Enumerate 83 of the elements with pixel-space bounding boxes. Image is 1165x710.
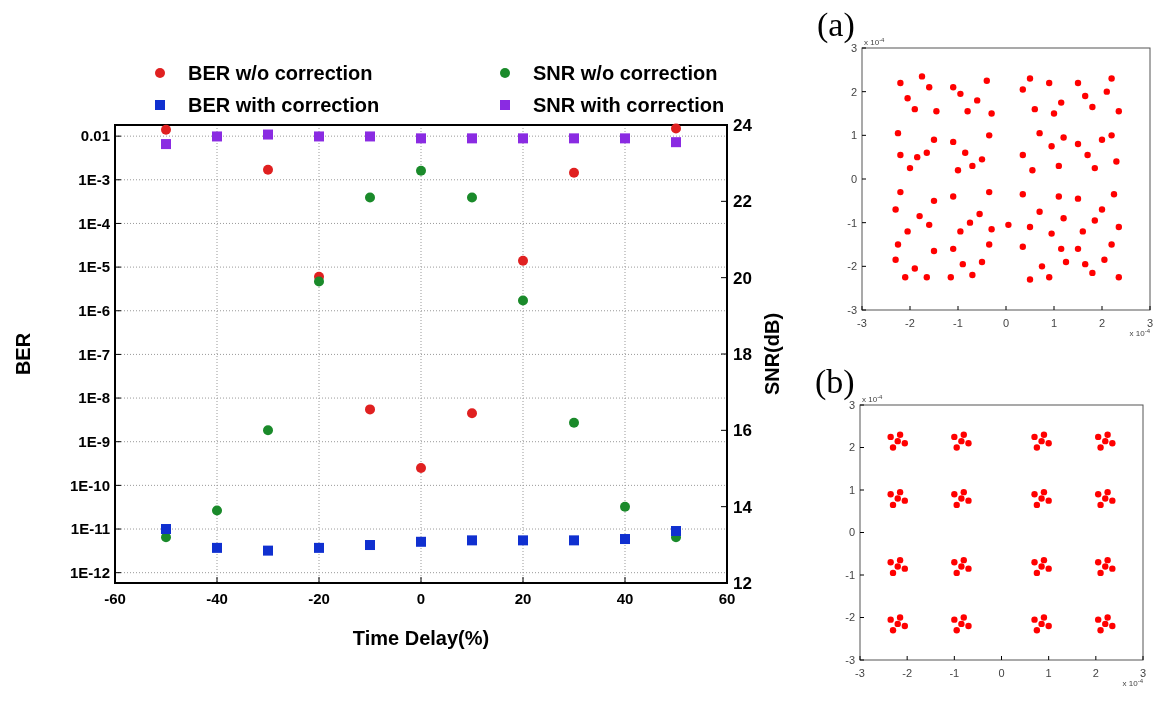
y-tick-label: 1E-7 bbox=[78, 345, 110, 363]
x-tick-label: 3 bbox=[1146, 317, 1154, 329]
y-tick-label: 1E-5 bbox=[78, 258, 110, 276]
x-tick-label: 1 bbox=[1050, 317, 1058, 329]
text: x 10$^{-4}$ bbox=[862, 394, 884, 404]
x-tick-label: 0 bbox=[1002, 317, 1010, 329]
x-tick-label: -60 bbox=[104, 590, 126, 607]
y-tick-label: 3 bbox=[850, 41, 857, 54]
x-tick-label: 2 bbox=[1098, 317, 1106, 329]
y-tick-label: -1 bbox=[845, 568, 855, 581]
point bbox=[161, 124, 171, 135]
y-tick-label: 2 bbox=[850, 85, 857, 98]
x-tick-label: 1 bbox=[1045, 667, 1052, 679]
y-tick-label: 1E-3 bbox=[78, 171, 110, 189]
x-tick-label: -2 bbox=[905, 317, 915, 329]
x-tick-label: -1 bbox=[953, 317, 963, 329]
y-tick-label: -1 bbox=[847, 216, 857, 229]
y-tick-label: 1E-11 bbox=[70, 520, 110, 538]
x-tick-label: 2 bbox=[1092, 667, 1099, 679]
point bbox=[161, 524, 171, 535]
point bbox=[263, 164, 273, 175]
x-tick-label: 3 bbox=[1139, 667, 1147, 679]
y2-tick-label: 20 bbox=[733, 268, 752, 288]
y-axis-title: BER bbox=[12, 332, 34, 376]
point bbox=[365, 404, 375, 415]
chart-title: (a) bbox=[817, 6, 855, 44]
y-tick-label: 1E-12 bbox=[69, 563, 110, 581]
y-tick-label: 3 bbox=[848, 398, 855, 411]
y2-axis-title: SNR(dB) bbox=[761, 312, 783, 396]
text: x 10$^{-4}$ bbox=[864, 37, 886, 47]
chart-title: (b) bbox=[815, 363, 855, 401]
legend-label: BER w/o correction bbox=[188, 62, 373, 84]
y-tick-label: 1E-4 bbox=[78, 214, 111, 232]
x-tick-label: -40 bbox=[206, 590, 228, 607]
x-tick-label: -1 bbox=[949, 667, 960, 679]
y2-tick-label: 12 bbox=[733, 573, 752, 593]
point bbox=[518, 535, 528, 546]
y-tick-label: -2 bbox=[845, 611, 855, 624]
point bbox=[569, 535, 579, 546]
y-tick-label: 2 bbox=[848, 441, 855, 454]
x-tick-label: 20 bbox=[514, 590, 532, 607]
x-tick-label: 0 bbox=[998, 667, 1005, 679]
point bbox=[416, 536, 426, 547]
y2-tick-label: 18 bbox=[733, 344, 752, 364]
legend-label: SNR with correction bbox=[533, 94, 725, 116]
point bbox=[314, 542, 324, 553]
y-tick-label: 1E-10 bbox=[69, 476, 110, 494]
x-tick-label: 40 bbox=[616, 590, 634, 607]
text: x 10$^{-4}$ bbox=[1129, 328, 1151, 338]
legend-label: SNR w/o correction bbox=[533, 62, 718, 84]
y-tick-label: 1E-8 bbox=[78, 389, 110, 407]
point bbox=[263, 545, 273, 556]
point bbox=[569, 167, 579, 178]
point bbox=[467, 535, 477, 546]
point bbox=[671, 123, 681, 134]
point bbox=[467, 408, 477, 419]
text: x 10$^{-4}$ bbox=[1122, 678, 1144, 688]
y-tick-label: 1 bbox=[850, 129, 857, 142]
legend-label: BER with correction bbox=[188, 94, 380, 116]
point bbox=[518, 255, 528, 266]
point bbox=[416, 463, 426, 473]
point bbox=[212, 542, 222, 553]
x-tick-label: -2 bbox=[902, 667, 913, 679]
x-axis-title: Time Delay(%) bbox=[352, 627, 490, 649]
x-tick-label: -20 bbox=[308, 590, 330, 607]
y-tick-label: -3 bbox=[847, 303, 857, 316]
y2-tick-label: 14 bbox=[733, 497, 753, 517]
y-tick-label: 0.01 bbox=[80, 127, 110, 145]
point bbox=[671, 526, 681, 537]
y-tick-label: 0 bbox=[850, 172, 857, 185]
y-tick-label: 1 bbox=[848, 483, 855, 496]
point bbox=[620, 534, 630, 545]
y-tick-label: 1E-9 bbox=[78, 432, 110, 450]
y-tick-label: -3 bbox=[845, 653, 855, 666]
x-tick-label: 0 bbox=[416, 590, 426, 607]
y-tick-label: -2 bbox=[847, 260, 857, 273]
y-tick-label: 0 bbox=[848, 526, 855, 539]
y-tick-label: 1E-6 bbox=[78, 302, 110, 320]
x-tick-label: 60 bbox=[718, 590, 736, 607]
y2-tick-label: 16 bbox=[733, 421, 752, 441]
y2-tick-label: 22 bbox=[733, 192, 752, 212]
point bbox=[365, 540, 375, 551]
y2-tick-label: 24 bbox=[733, 115, 753, 135]
